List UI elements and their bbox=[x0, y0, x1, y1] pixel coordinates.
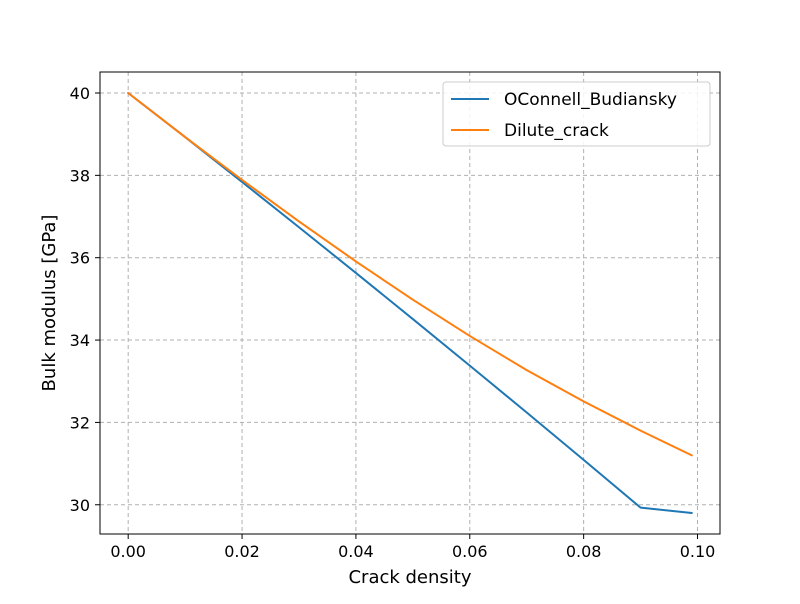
y-tick-label: 34 bbox=[70, 331, 90, 350]
y-tick-label: 36 bbox=[70, 249, 90, 268]
axes: 0.00 0.02 0.04 0.06 0.08 0.10 30 32 34 36 38 40 bbox=[70, 84, 716, 561]
y-axis-label: Bulk modulus [GPa] bbox=[39, 215, 60, 392]
series-lines bbox=[127, 92, 693, 514]
y-tick-label: 32 bbox=[70, 413, 90, 432]
y-tick-label: 30 bbox=[70, 496, 90, 515]
x-axis-label: Crack density bbox=[348, 567, 471, 588]
legend-label: Dilute_crack bbox=[504, 121, 609, 141]
series-line bbox=[127, 92, 693, 457]
plot-frame bbox=[99, 71, 721, 535]
y-tick-label: 40 bbox=[70, 84, 90, 103]
legend: OConnell_Budiansky Dilute_crack bbox=[442, 81, 711, 147]
x-tick-label: 0.02 bbox=[224, 542, 260, 561]
x-tick-label: 0.10 bbox=[680, 542, 716, 561]
x-tick-label: 0.08 bbox=[566, 542, 602, 561]
grid bbox=[100, 72, 720, 534]
x-tick-label: 0.06 bbox=[452, 542, 488, 561]
x-tick-label: 0.04 bbox=[338, 542, 374, 561]
x-tick-label: 0.00 bbox=[110, 542, 146, 561]
legend-label: OConnell_Budiansky bbox=[504, 90, 677, 110]
series-line bbox=[127, 92, 693, 514]
y-tick-label: 38 bbox=[70, 166, 90, 185]
legend-box bbox=[442, 81, 711, 147]
